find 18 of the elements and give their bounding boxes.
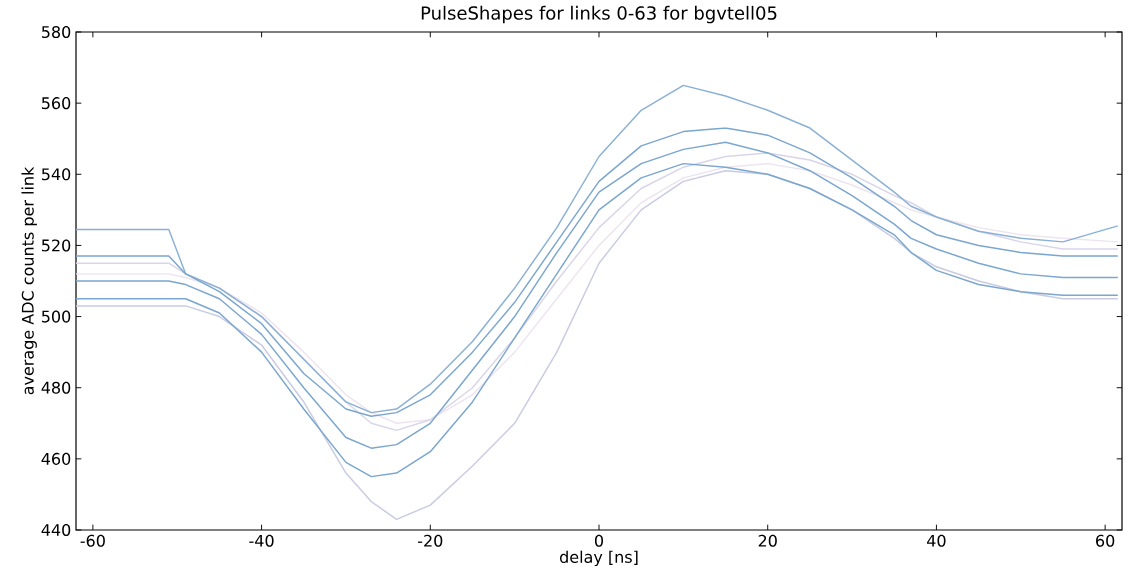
x-tick-label: 40 <box>927 534 946 547</box>
y-tick-label: 560 <box>41 97 71 110</box>
y-tick-label: 520 <box>41 239 71 252</box>
x-tick-label: -40 <box>249 534 274 547</box>
x-tick-label: 60 <box>1096 534 1115 547</box>
y-tick-label: 540 <box>41 168 71 181</box>
x-tick-label: -60 <box>80 534 105 547</box>
y-tick-label: 440 <box>41 523 71 537</box>
y-tick-label: 460 <box>41 452 71 465</box>
x-tick-label: -20 <box>418 534 443 547</box>
x-axis-title: delay [ns] <box>560 550 638 567</box>
x-tick-label: 0 <box>594 534 604 547</box>
x-tick-label: 20 <box>758 534 777 547</box>
y-axis-title: average ADC counts per link <box>21 166 37 395</box>
chart-title: PulseShapes for links 0-63 for bgvtell05 <box>421 5 777 24</box>
y-tick-label: 500 <box>41 310 71 323</box>
y-tick-label: 580 <box>41 25 71 39</box>
y-tick-label: 480 <box>41 381 71 394</box>
